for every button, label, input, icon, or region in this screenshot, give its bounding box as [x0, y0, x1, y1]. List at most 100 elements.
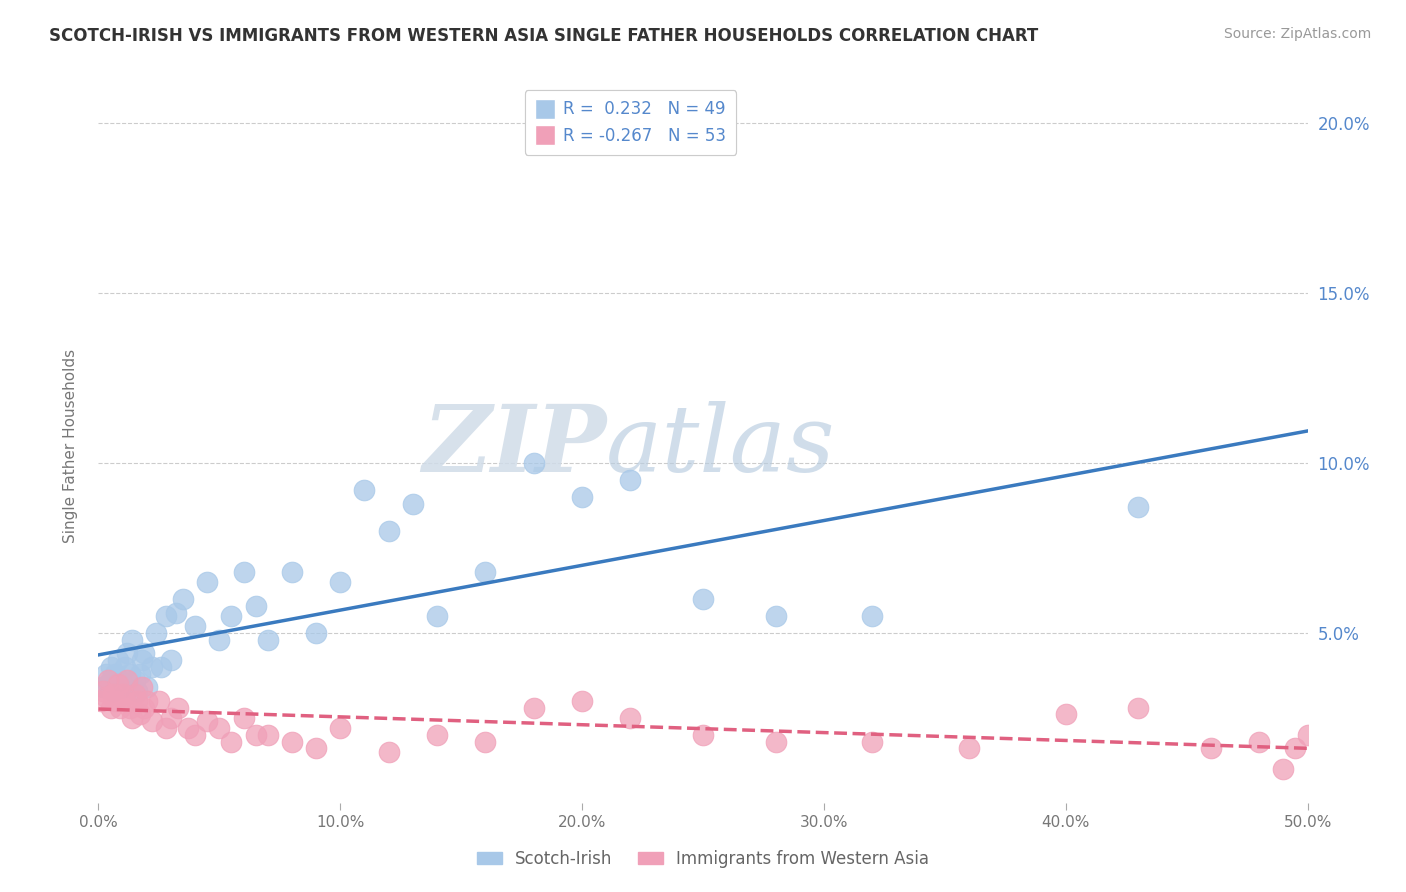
Point — [957, 741, 980, 756]
Point — [177, 721, 200, 735]
Point — [141, 714, 163, 729]
Point — [305, 741, 328, 756]
Point — [245, 728, 267, 742]
Point — [474, 565, 496, 579]
Point — [329, 721, 352, 735]
Y-axis label: Single Father Households: Single Father Households — [63, 349, 77, 543]
Point — [114, 694, 136, 708]
Point — [208, 632, 231, 647]
Point — [172, 591, 194, 606]
Text: ZIP: ZIP — [422, 401, 606, 491]
Point — [860, 734, 883, 748]
Point — [232, 565, 254, 579]
Point — [100, 700, 122, 714]
Text: atlas: atlas — [606, 401, 835, 491]
Point — [118, 700, 141, 714]
Point — [860, 608, 883, 623]
Point — [131, 680, 153, 694]
Point — [128, 666, 150, 681]
Text: SCOTCH-IRISH VS IMMIGRANTS FROM WESTERN ASIA SINGLE FATHER HOUSEHOLDS CORRELATIO: SCOTCH-IRISH VS IMMIGRANTS FROM WESTERN … — [49, 27, 1039, 45]
Point — [474, 734, 496, 748]
Point — [114, 660, 136, 674]
Point — [107, 653, 129, 667]
Point — [195, 714, 218, 729]
Point — [329, 574, 352, 589]
Point — [245, 599, 267, 613]
Point — [111, 687, 134, 701]
Point — [108, 673, 131, 688]
Legend: R =  0.232   N = 49, R = -0.267   N = 53: R = 0.232 N = 49, R = -0.267 N = 53 — [524, 90, 737, 154]
Point — [150, 660, 173, 674]
Point — [523, 456, 546, 470]
Point — [256, 632, 278, 647]
Point — [91, 683, 114, 698]
Point — [91, 680, 114, 694]
Point — [97, 677, 120, 691]
Point — [118, 666, 141, 681]
Point — [402, 497, 425, 511]
Point — [107, 677, 129, 691]
Point — [208, 721, 231, 735]
Point — [523, 700, 546, 714]
Point — [765, 734, 787, 748]
Point — [155, 721, 177, 735]
Point — [135, 680, 157, 694]
Point — [121, 711, 143, 725]
Point — [148, 694, 170, 708]
Point — [124, 687, 146, 701]
Point — [101, 683, 124, 698]
Point — [1054, 707, 1077, 722]
Point — [165, 606, 187, 620]
Point — [1199, 741, 1222, 756]
Point — [619, 711, 641, 725]
Point — [104, 694, 127, 708]
Point — [1128, 700, 1150, 714]
Point — [184, 728, 207, 742]
Point — [281, 734, 304, 748]
Point — [90, 694, 112, 708]
Point — [94, 690, 117, 705]
Point — [256, 728, 278, 742]
Point — [145, 626, 167, 640]
Point — [124, 673, 146, 688]
Point — [692, 728, 714, 742]
Point — [305, 626, 328, 640]
Point — [101, 687, 124, 701]
Point — [232, 711, 254, 725]
Point — [108, 700, 131, 714]
Point — [134, 700, 156, 714]
Point — [426, 728, 449, 742]
Point — [128, 707, 150, 722]
Point — [571, 490, 593, 504]
Point — [104, 666, 127, 681]
Point — [426, 608, 449, 623]
Point — [353, 483, 375, 498]
Point — [160, 653, 183, 667]
Point — [155, 608, 177, 623]
Point — [221, 608, 243, 623]
Point — [97, 673, 120, 688]
Point — [195, 574, 218, 589]
Point — [377, 745, 399, 759]
Point — [281, 565, 304, 579]
Point — [377, 524, 399, 538]
Point — [1272, 762, 1295, 776]
Point — [117, 646, 139, 660]
Point — [111, 680, 134, 694]
Point — [127, 683, 149, 698]
Point — [692, 591, 714, 606]
Legend: Scotch-Irish, Immigrants from Western Asia: Scotch-Irish, Immigrants from Western As… — [471, 844, 935, 875]
Point — [127, 694, 149, 708]
Point — [1128, 500, 1150, 515]
Point — [1249, 734, 1271, 748]
Point — [117, 673, 139, 688]
Point — [94, 666, 117, 681]
Point — [134, 646, 156, 660]
Point — [1296, 728, 1319, 742]
Point — [619, 473, 641, 487]
Point — [121, 632, 143, 647]
Point — [160, 711, 183, 725]
Point — [135, 694, 157, 708]
Point — [167, 700, 190, 714]
Point — [131, 653, 153, 667]
